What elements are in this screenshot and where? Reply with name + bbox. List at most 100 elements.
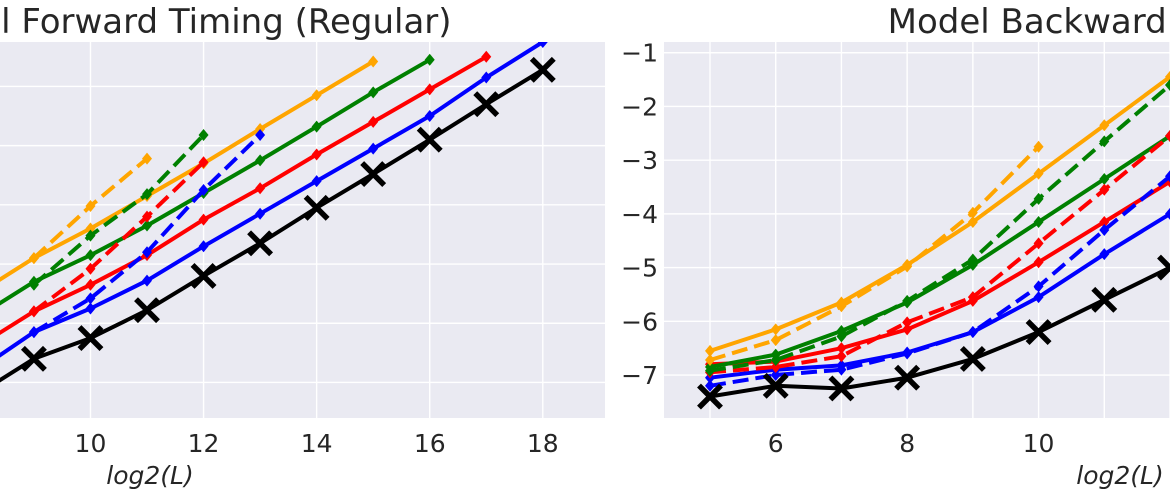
data-point <box>1033 291 1044 304</box>
x-tick-label: 18 <box>527 429 559 458</box>
data-point <box>1025 319 1052 346</box>
data-point <box>28 326 39 339</box>
data-point <box>902 323 913 336</box>
data-point <box>770 369 781 382</box>
data-point <box>1033 256 1044 269</box>
data-point <box>705 353 715 366</box>
data-point <box>85 292 96 305</box>
data-point <box>142 219 153 232</box>
data-point <box>142 152 153 165</box>
data-point <box>1099 183 1110 196</box>
data-point <box>1165 170 1170 183</box>
data-point <box>1033 192 1044 205</box>
data-point <box>1033 140 1044 153</box>
data-point <box>959 345 986 372</box>
series-7 <box>705 78 1170 377</box>
data-point <box>537 42 548 48</box>
data-point <box>85 302 96 315</box>
data-point <box>368 86 379 99</box>
data-point <box>311 120 322 133</box>
data-point <box>828 375 855 402</box>
forward-x-axis-label: log2(L) <box>106 461 193 490</box>
data-point <box>360 161 387 187</box>
series-0 <box>697 254 1170 410</box>
data-point <box>198 184 209 197</box>
series-line <box>709 179 1170 367</box>
series-line <box>32 160 205 313</box>
backward-x-axis-label: log2(L) <box>1076 461 1163 490</box>
data-point <box>1099 135 1110 148</box>
data-point <box>142 210 153 223</box>
data-point <box>1099 172 1110 185</box>
data-point <box>142 188 153 201</box>
series-5 <box>705 170 1170 392</box>
series-6 <box>705 130 1170 379</box>
data-point <box>28 252 39 265</box>
x-tick-label: 16 <box>414 429 446 458</box>
data-point <box>424 53 435 66</box>
data-point <box>190 262 217 289</box>
series-5 <box>28 128 266 339</box>
data-point <box>198 213 209 226</box>
data-point <box>1165 70 1170 83</box>
data-point <box>1099 248 1110 261</box>
data-point <box>77 325 104 352</box>
data-point <box>368 115 379 128</box>
x-tick-label: 12 <box>188 429 220 458</box>
y-tick-label: −3 <box>621 146 658 175</box>
data-point <box>198 240 209 253</box>
data-point <box>1099 215 1110 228</box>
data-point <box>894 364 921 391</box>
x-tick-label: 6 <box>768 429 784 458</box>
data-point <box>1033 167 1044 180</box>
y-tick-label: −1 <box>621 39 658 68</box>
data-point <box>424 83 435 96</box>
backward-plot-area <box>664 42 1170 418</box>
data-point <box>247 230 274 257</box>
data-point <box>85 200 96 213</box>
series-line <box>709 145 1041 362</box>
data-point <box>311 89 322 102</box>
series-line <box>709 174 1170 388</box>
data-point <box>368 142 379 155</box>
data-point <box>836 300 847 313</box>
series-6 <box>28 156 209 318</box>
data-point <box>967 326 978 339</box>
data-point <box>967 291 978 304</box>
data-point <box>836 363 847 376</box>
data-point <box>255 182 266 195</box>
data-point <box>85 249 96 262</box>
data-point <box>311 175 322 188</box>
data-point <box>311 148 322 161</box>
data-point <box>424 110 435 123</box>
series-7 <box>28 128 209 291</box>
data-point <box>770 360 781 373</box>
data-point <box>20 345 47 372</box>
series-0 <box>0 56 556 383</box>
series-line <box>0 59 375 282</box>
data-point <box>705 364 715 377</box>
x-tick-label: 10 <box>75 429 107 458</box>
x-tick-label: 8 <box>899 429 915 458</box>
data-point <box>1033 237 1044 250</box>
forward-chart-title: Model Forward Timing (Regular) <box>0 2 452 42</box>
data-point <box>836 330 847 343</box>
data-point <box>770 323 781 336</box>
data-point <box>473 91 500 118</box>
data-point <box>529 56 556 83</box>
backward-ticks: 6 8 10 −1 −2 −3 −4 −5 −6 −7 <box>621 39 1054 458</box>
data-point <box>1091 286 1118 313</box>
series-line <box>0 55 488 336</box>
data-point <box>836 350 847 363</box>
data-point <box>705 344 715 357</box>
backward-timing-panel: 6 8 10 −1 −2 −3 −4 −5 −6 −7 Model Backward Timing… <box>621 2 1170 490</box>
data-point <box>1033 215 1044 228</box>
data-point <box>85 278 96 291</box>
data-point <box>967 215 978 228</box>
data-point <box>368 55 379 68</box>
backward-series <box>697 70 1170 410</box>
data-point <box>198 156 209 169</box>
data-point <box>85 229 96 242</box>
data-point <box>902 347 913 360</box>
